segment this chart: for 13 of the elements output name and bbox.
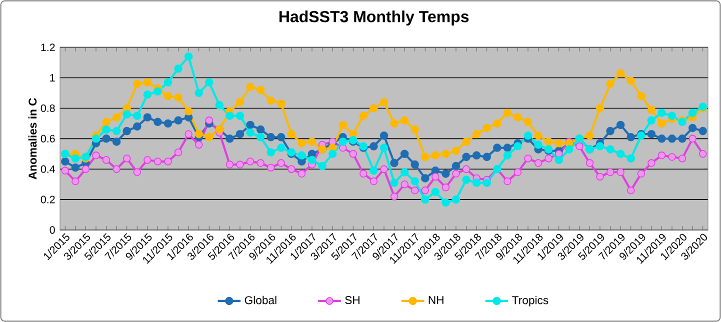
y-tick-label: 0.8 [40,104,55,112]
legend-label: SH [345,296,360,304]
y-tick-label: 1 [50,74,55,82]
y-tick-label: 1.2 [41,44,55,52]
y-tick-label: 0 [50,226,55,234]
y-tick-label: 0.6 [40,134,55,142]
legend-label: Tropics [512,296,548,306]
y-tick-label: 0.4 [40,165,55,173]
y-tick-label: 0.2 [40,196,55,204]
legend-label: NH [428,296,444,304]
y-axis-title: Anomalies in C [28,98,37,180]
chart-title: HadSST3 Monthly Temps [279,10,469,26]
legend-label: Global [244,296,276,304]
